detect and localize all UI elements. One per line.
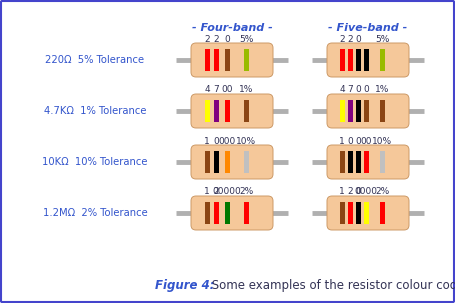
Text: 10KΩ  10% Tolerance: 10KΩ 10% Tolerance [42, 157, 148, 167]
Bar [364, 151, 369, 173]
Bar [243, 151, 248, 173]
Bar [224, 202, 229, 224]
Text: 0: 0 [363, 85, 369, 95]
Text: 2: 2 [204, 35, 210, 44]
Bar [204, 151, 209, 173]
Bar [355, 49, 360, 71]
Text: 0: 0 [347, 136, 353, 145]
Text: 7: 7 [347, 85, 353, 95]
Bar [213, 202, 218, 224]
Bar [204, 100, 209, 122]
Bar [364, 202, 369, 224]
Bar [339, 49, 344, 71]
Text: 1: 1 [339, 188, 345, 197]
Text: 2: 2 [347, 188, 353, 197]
Bar [204, 49, 209, 71]
Text: 1: 1 [204, 188, 210, 197]
Bar [213, 49, 218, 71]
Text: 00: 00 [221, 85, 233, 95]
Bar [224, 100, 229, 122]
Bar [364, 49, 369, 71]
Bar [339, 202, 344, 224]
Bar [348, 49, 353, 71]
Text: 00000: 00000 [212, 188, 241, 197]
Text: - Four-band -: - Four-band - [192, 23, 273, 33]
Text: 4: 4 [204, 85, 210, 95]
FancyBboxPatch shape [327, 145, 409, 179]
FancyBboxPatch shape [327, 94, 409, 128]
Text: 2: 2 [339, 35, 345, 44]
Text: 1%: 1% [375, 85, 389, 95]
Text: 5%: 5% [239, 35, 253, 44]
Text: 0: 0 [213, 136, 219, 145]
Bar [355, 202, 360, 224]
FancyBboxPatch shape [191, 145, 273, 179]
FancyBboxPatch shape [327, 196, 409, 230]
FancyBboxPatch shape [191, 94, 273, 128]
Text: 2: 2 [213, 188, 219, 197]
Text: 0: 0 [355, 35, 361, 44]
Text: 2: 2 [347, 35, 353, 44]
Text: 1: 1 [339, 136, 345, 145]
Text: 5%: 5% [375, 35, 389, 44]
Bar [379, 151, 384, 173]
Bar [364, 100, 369, 122]
Text: 0: 0 [355, 85, 361, 95]
Text: 00: 00 [360, 136, 372, 145]
Text: - Five-band -: - Five-band - [329, 23, 408, 33]
Text: 0: 0 [355, 136, 361, 145]
Text: 10%: 10% [372, 136, 392, 145]
Bar [355, 151, 360, 173]
Bar [348, 100, 353, 122]
Bar [339, 151, 344, 173]
Bar [224, 151, 229, 173]
Bar [204, 202, 209, 224]
FancyBboxPatch shape [191, 196, 273, 230]
Text: 1.2MΩ  2% Tolerance: 1.2MΩ 2% Tolerance [43, 208, 147, 218]
Bar [379, 49, 384, 71]
Text: 0: 0 [355, 188, 361, 197]
Text: 2: 2 [213, 35, 219, 44]
Text: Some examples of the resistor colour code: Some examples of the resistor colour cod… [208, 279, 455, 292]
Text: Figure 4:: Figure 4: [155, 279, 214, 292]
Text: 000: 000 [218, 136, 236, 145]
Bar [348, 151, 353, 173]
Bar [224, 49, 229, 71]
Bar [243, 100, 248, 122]
Text: 1: 1 [204, 136, 210, 145]
Bar [355, 100, 360, 122]
Text: 2%: 2% [375, 188, 389, 197]
Text: 0000: 0000 [354, 188, 378, 197]
Text: 220Ω  5% Tolerance: 220Ω 5% Tolerance [46, 55, 145, 65]
Bar [339, 100, 344, 122]
Text: 4.7KΩ  1% Tolerance: 4.7KΩ 1% Tolerance [44, 106, 146, 116]
FancyBboxPatch shape [327, 43, 409, 77]
Bar [348, 202, 353, 224]
Bar [379, 202, 384, 224]
Bar [243, 202, 248, 224]
Text: 10%: 10% [236, 136, 256, 145]
Bar [213, 100, 218, 122]
Bar [213, 151, 218, 173]
Text: 0: 0 [224, 35, 230, 44]
Text: 7: 7 [213, 85, 219, 95]
Text: 4: 4 [339, 85, 345, 95]
Bar [379, 100, 384, 122]
FancyBboxPatch shape [191, 43, 273, 77]
Text: 2%: 2% [239, 188, 253, 197]
Text: 1%: 1% [239, 85, 253, 95]
Bar [243, 49, 248, 71]
